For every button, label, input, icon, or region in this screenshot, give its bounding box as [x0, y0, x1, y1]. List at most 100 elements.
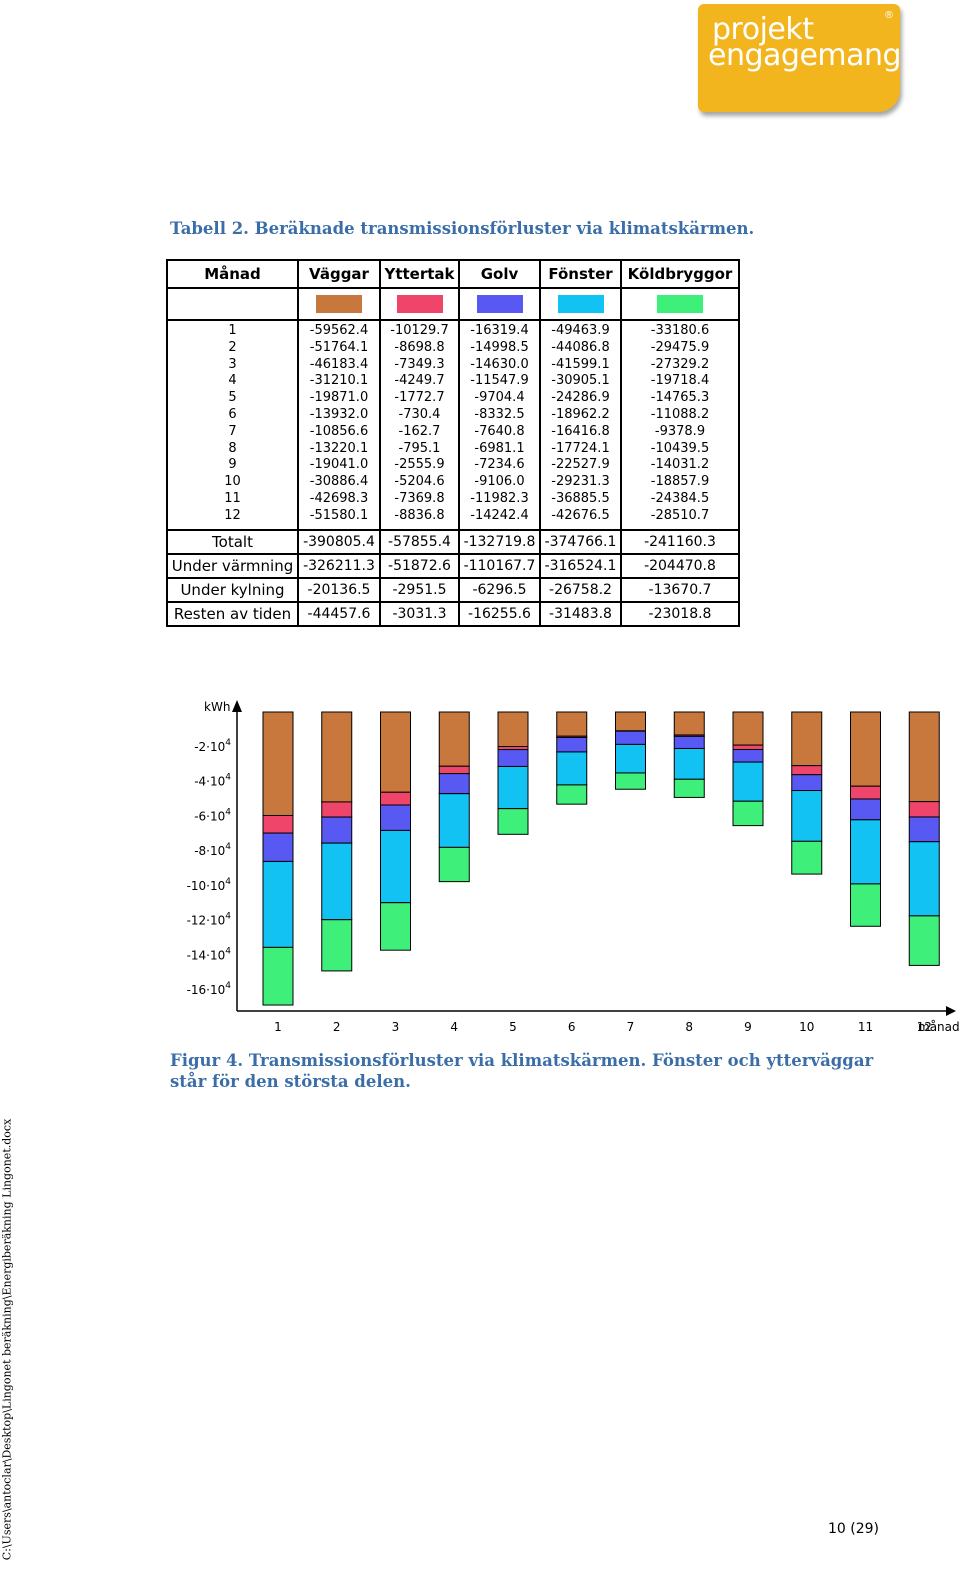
- y-tick-exponent: 4: [225, 981, 231, 991]
- x-tick-label: 4: [450, 1020, 458, 1034]
- y-axis-arrow: [232, 700, 242, 712]
- bar-segment-väggar-month-12: [909, 712, 939, 802]
- bar-segment-köldbryggor-month-6: [557, 785, 587, 804]
- bar-segment-golv-month-8: [674, 736, 704, 748]
- bar-segment-golv-month-4: [439, 774, 469, 794]
- bar-segment-fönster-month-7: [616, 744, 646, 773]
- page-number: 10 (29): [828, 1521, 879, 1537]
- bar-segment-golv-month-11: [851, 799, 881, 820]
- bar-segment-yttertak-month-12: [909, 802, 939, 817]
- bar-segment-fönster-month-11: [851, 820, 881, 884]
- y-tick-exponent: 4: [225, 738, 231, 748]
- bar-segment-väggar-month-9: [733, 712, 763, 745]
- x-tick-label: 10: [799, 1020, 814, 1034]
- bar-segment-fönster-month-5: [498, 766, 528, 808]
- y-tick-exponent: 4: [225, 946, 231, 956]
- y-tick-label: -6·104: [194, 807, 231, 823]
- bar-segment-golv-month-5: [498, 750, 528, 767]
- bar-segment-yttertak-month-10: [792, 766, 822, 775]
- y-tick-base: -16·10: [187, 983, 226, 997]
- bar-segment-väggar-month-8: [674, 712, 704, 735]
- x-tick-label: 2: [333, 1020, 341, 1034]
- bar-segment-yttertak-month-3: [381, 792, 411, 805]
- bar-segment-köldbryggor-month-9: [733, 801, 763, 825]
- stacked-bar-chart: kWh månad -2·104-4·104-6·104-8·104-10·10…: [0, 0, 960, 1046]
- bar-segment-köldbryggor-month-2: [322, 920, 352, 971]
- x-tick-label: 6: [568, 1020, 576, 1034]
- bar-segment-väggar-month-7: [616, 712, 646, 731]
- y-tick-base: -12·10: [187, 914, 226, 928]
- y-tick-label: -12·104: [187, 912, 232, 928]
- bar-segment-köldbryggor-month-5: [498, 809, 528, 835]
- y-tick-exponent: 4: [225, 842, 231, 852]
- bar-segment-väggar-month-6: [557, 712, 587, 736]
- bar-segment-fönster-month-4: [439, 794, 469, 848]
- bar-segment-fönster-month-8: [674, 748, 704, 779]
- x-tick-label: 8: [685, 1020, 693, 1034]
- x-tick-label: 12: [917, 1020, 932, 1034]
- bar-segment-yttertak-month-4: [439, 766, 469, 773]
- y-tick-exponent: 4: [225, 877, 231, 887]
- y-tick-base: -2·10: [194, 740, 225, 754]
- bar-segment-köldbryggor-month-12: [909, 916, 939, 966]
- x-axis-arrow: [946, 1006, 956, 1016]
- y-tick-label: -10·104: [187, 877, 232, 893]
- y-tick-label: -2·104: [194, 738, 231, 754]
- bar-segment-yttertak-month-1: [263, 815, 293, 833]
- bar-segment-fönster-month-2: [322, 843, 352, 920]
- bar-segment-väggar-month-10: [792, 712, 822, 766]
- bar-segment-golv-month-3: [381, 805, 411, 830]
- bar-segment-golv-month-12: [909, 817, 939, 842]
- bar-segment-fönster-month-1: [263, 861, 293, 947]
- y-tick-labels: -2·104-4·104-6·104-8·104-10·104-12·104-1…: [187, 738, 232, 997]
- bar-segment-väggar-month-11: [851, 712, 881, 786]
- y-tick-label: -4·104: [194, 773, 231, 789]
- bar-segment-golv-month-10: [792, 775, 822, 791]
- y-tick-exponent: 4: [225, 912, 231, 922]
- bar-segment-golv-month-2: [322, 817, 352, 843]
- bar-segment-väggar-month-5: [498, 712, 528, 747]
- bar-segment-köldbryggor-month-11: [851, 884, 881, 926]
- bar-segment-golv-month-1: [263, 833, 293, 861]
- bar-segment-väggar-month-4: [439, 712, 469, 766]
- y-tick-label: -16·104: [187, 981, 232, 997]
- document-file-path: C:\Users\antoclar\Desktop\Lingonet beräk…: [1, 1105, 14, 1575]
- bar-segment-golv-month-7: [616, 731, 646, 744]
- chart-bars: [263, 712, 939, 1005]
- y-tick-base: -14·10: [187, 948, 226, 962]
- y-tick-base: -10·10: [187, 879, 226, 893]
- y-tick-label: -8·104: [194, 842, 231, 858]
- bar-segment-fönster-month-10: [792, 791, 822, 842]
- bar-segment-köldbryggor-month-1: [263, 947, 293, 1005]
- bar-segment-golv-month-6: [557, 737, 587, 751]
- y-tick-label: -14·104: [187, 946, 232, 962]
- bar-segment-väggar-month-1: [263, 712, 293, 815]
- x-tick-label: 9: [744, 1020, 752, 1034]
- bar-segment-golv-month-9: [733, 750, 763, 763]
- bar-segment-yttertak-month-11: [851, 786, 881, 799]
- x-tick-label: 7: [627, 1020, 635, 1034]
- bar-segment-fönster-month-3: [381, 830, 411, 902]
- x-tick-label: 3: [392, 1020, 400, 1034]
- bar-segment-köldbryggor-month-8: [674, 779, 704, 797]
- y-tick-base: -8·10: [194, 844, 225, 858]
- y-tick-base: -4·10: [194, 775, 225, 789]
- bar-segment-fönster-month-9: [733, 762, 763, 801]
- bar-segment-köldbryggor-month-4: [439, 847, 469, 881]
- y-tick-exponent: 4: [225, 807, 231, 817]
- bar-segment-väggar-month-3: [381, 712, 411, 792]
- y-axis-label: kWh: [204, 700, 230, 714]
- bar-segment-köldbryggor-month-10: [792, 841, 822, 874]
- bar-segment-köldbryggor-month-3: [381, 903, 411, 950]
- x-tick-label: 5: [509, 1020, 517, 1034]
- x-tick-label: 11: [858, 1020, 873, 1034]
- bar-segment-yttertak-month-2: [322, 802, 352, 817]
- x-tick-label: 1: [274, 1020, 282, 1034]
- bar-segment-fönster-month-6: [557, 752, 587, 785]
- bar-segment-yttertak-month-9: [733, 745, 763, 749]
- bar-segment-fönster-month-12: [909, 842, 939, 916]
- bar-segment-väggar-month-2: [322, 712, 352, 802]
- y-tick-base: -6·10: [194, 809, 225, 823]
- figure-caption: Figur 4. Transmissionsförluster via klim…: [170, 1050, 910, 1092]
